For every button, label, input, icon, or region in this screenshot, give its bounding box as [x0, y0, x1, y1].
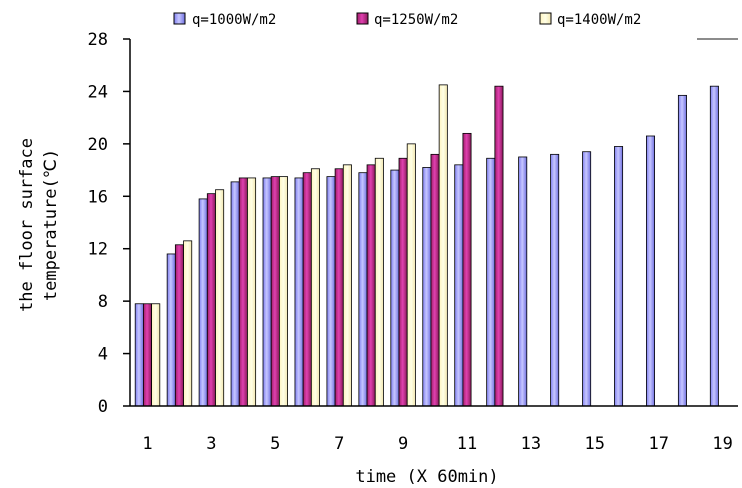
bar-series1-t18: [677, 94, 687, 407]
x-tick-label-6: 13: [521, 434, 541, 454]
legend-label-2: q=1250W/m2: [374, 12, 458, 28]
bar-series2-t11: [462, 132, 472, 407]
bar-series1-t9: [390, 169, 400, 407]
bar-series1-t17: [646, 135, 656, 407]
bar-series1-t7: [326, 176, 336, 407]
bar-series1-t14: [550, 153, 560, 407]
x-tick-label-7: 15: [585, 434, 605, 454]
bar-series3-t9: [406, 143, 416, 407]
bars: [134, 84, 719, 407]
bar-series3-t2: [183, 240, 193, 407]
bar-series3-t4: [247, 177, 257, 407]
bar-series1-t2: [166, 253, 176, 407]
y-axis-title-line-1: the floor surface: [17, 138, 37, 312]
bar-series3-t6: [310, 168, 320, 407]
y-tick-label-7: 28: [88, 30, 108, 50]
y-tick-label-6: 24: [88, 82, 108, 102]
bar-series1-t13: [518, 156, 528, 407]
legend-item-2: q=1250W/m2: [356, 12, 458, 28]
x-tick-label-2: 5: [270, 434, 280, 454]
bar-series1-t19: [709, 85, 719, 407]
x-tick-label-8: 17: [648, 434, 668, 454]
bar-series3-t10: [438, 84, 448, 407]
legend-swatch-3: [539, 12, 552, 25]
bar-series1-t3: [198, 198, 208, 407]
y-tick-label-2: 8: [98, 292, 108, 312]
y-tick-label-3: 12: [88, 240, 108, 260]
bar-series2-t10: [430, 153, 440, 407]
legend-label-1: q=1000W/m2: [192, 12, 276, 28]
bar-series2-t1: [142, 303, 152, 407]
legend-item-3: q=1400W/m2: [539, 12, 641, 28]
x-axis-ticks: 1 3 5 7 9 11 13 15 17 19: [142, 434, 732, 454]
bar-series3-t5: [278, 176, 288, 407]
y-axis-title-line-2: temperature(℃): [41, 149, 61, 301]
x-tick-label-3: 7: [334, 434, 344, 454]
bar-series1-t15: [582, 151, 592, 407]
x-axis-title: time (X 60min): [355, 467, 498, 487]
bar-series1-t11: [454, 164, 464, 407]
y-axis-title: the floor surface temperature(℃): [17, 138, 61, 312]
x-tick-label-9: 19: [712, 434, 732, 454]
bar-series3-t7: [342, 164, 352, 407]
bar-series2-t6: [302, 172, 312, 407]
bar-series1-t4: [230, 181, 240, 407]
bar-series3-t3: [215, 189, 225, 407]
y-axis-ticks: 0 4 8 12 16 20 24 28: [88, 30, 130, 417]
x-tick-label-1: 3: [206, 434, 216, 454]
bar-series2-t5: [270, 176, 280, 407]
bar-series3-t1: [151, 303, 161, 407]
bar-series2-t7: [334, 168, 344, 407]
y-tick-label-5: 20: [88, 135, 108, 155]
bar-series1-t5: [262, 177, 272, 407]
y-tick-label-0: 0: [98, 397, 108, 417]
legend: q=1000W/m2 q=1250W/m2 q=1400W/m2: [173, 12, 641, 28]
bar-series3-t8: [374, 157, 384, 407]
bar-series1-t6: [294, 177, 304, 407]
legend-item-1: q=1000W/m2: [173, 12, 276, 28]
bar-series1-t12: [486, 157, 496, 407]
bar-series2-t4: [238, 177, 248, 407]
bar-series2-t8: [366, 164, 376, 407]
legend-swatch-2: [356, 12, 369, 25]
bar-series2-t12: [494, 85, 504, 407]
bar-series1-t8: [358, 172, 368, 407]
bar-series2-t2: [174, 244, 184, 407]
y-tick-label-1: 4: [98, 345, 108, 365]
y-tick-label-4: 16: [88, 187, 108, 207]
bar-series1-t16: [614, 146, 624, 407]
legend-swatch-1: [173, 12, 186, 25]
bar-series1-t1: [134, 303, 144, 407]
bar-series1-t10: [422, 167, 432, 407]
x-tick-label-4: 9: [398, 434, 408, 454]
bar-series2-t9: [398, 157, 408, 407]
x-tick-label-0: 1: [142, 434, 152, 454]
legend-label-3: q=1400W/m2: [557, 12, 641, 28]
bar-series2-t3: [206, 193, 216, 407]
x-tick-label-5: 11: [457, 434, 477, 454]
